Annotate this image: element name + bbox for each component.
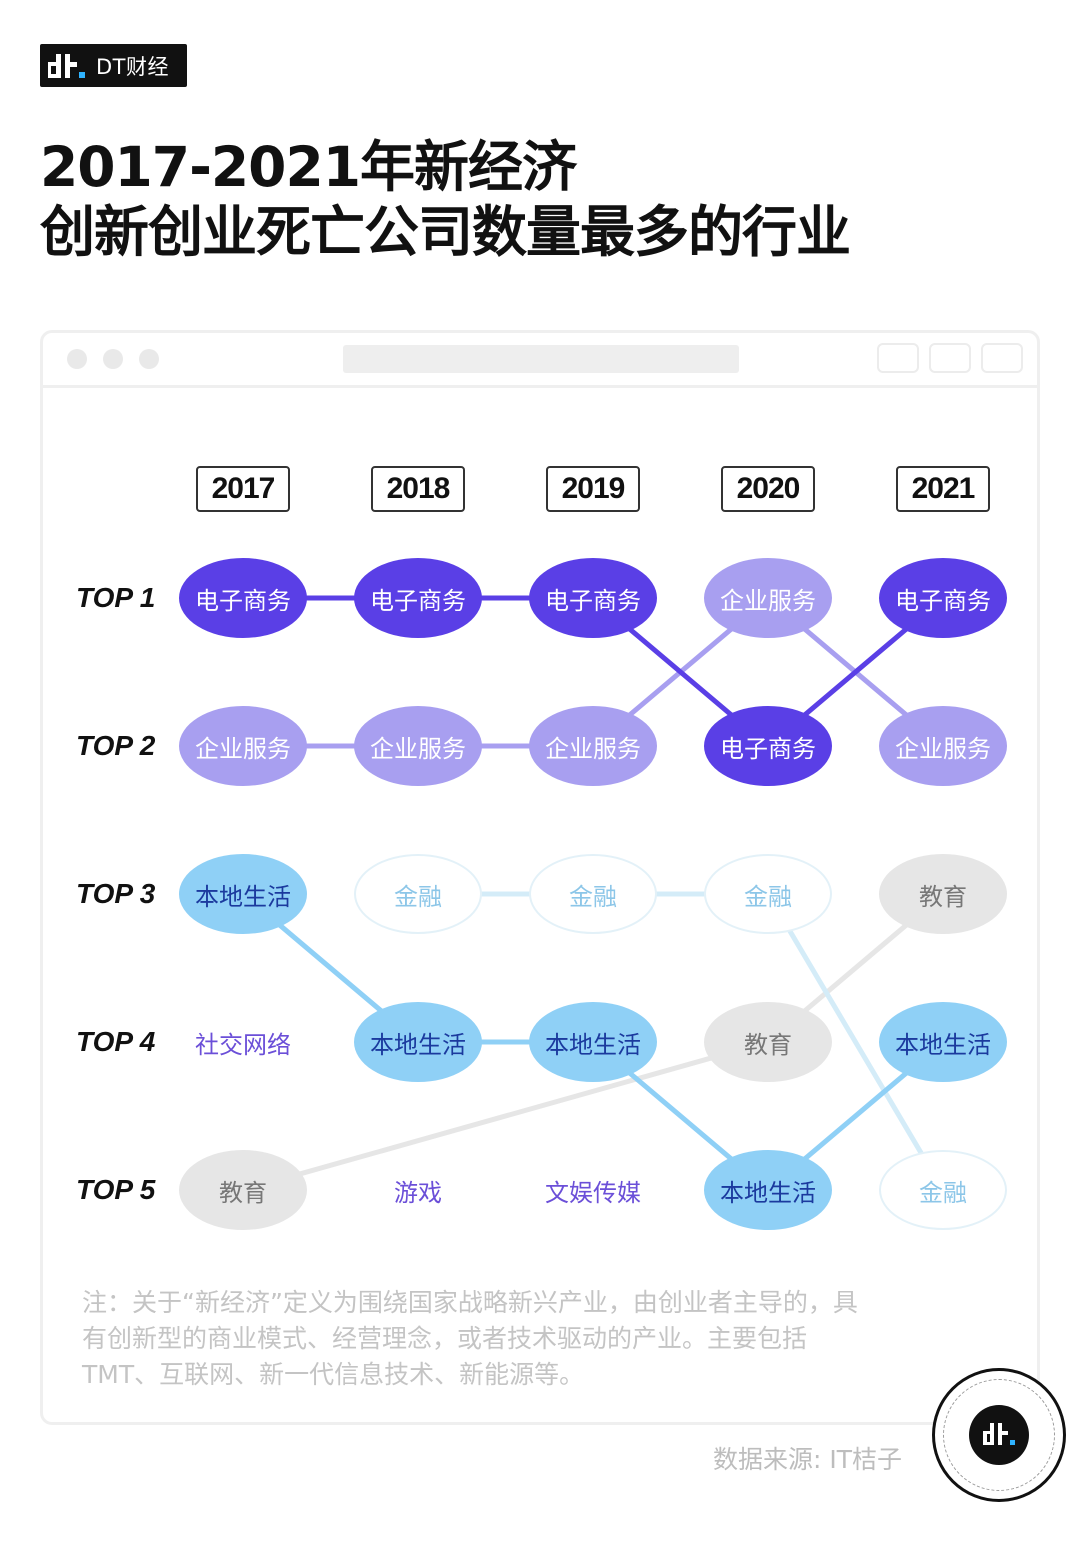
series-line-金融: [418, 891, 946, 1192]
dt-badge-icon: [932, 1368, 1066, 1502]
page-title-line2: 创新创业死亡公司数量最多的行业: [40, 200, 851, 264]
record-button-icon: [877, 343, 919, 373]
industry-node: 企业服务: [179, 706, 307, 786]
industry-node: 金融: [529, 854, 657, 934]
industry-node: 企业服务: [354, 706, 482, 786]
rank-label: TOP 4: [76, 1026, 156, 1057]
close-circle-icon: [67, 349, 87, 369]
industry-node: 教育: [704, 1002, 832, 1082]
industry-node: 金融: [704, 854, 832, 934]
brand-logo: DT财经: [40, 44, 187, 87]
industry-node: 本地生活: [179, 854, 307, 934]
minimize-circle-icon: [103, 349, 123, 369]
year-header: 2018: [371, 466, 465, 512]
page-title-line1: 2017-2021年新经济: [40, 135, 577, 199]
industry-node: 电子商务: [704, 706, 832, 786]
share-button-icon: [929, 343, 971, 373]
industry-node: 电子商务: [529, 558, 657, 638]
industry-node: 本地生活: [529, 1002, 657, 1082]
brand-name: DT财经: [96, 54, 169, 79]
industry-node: 电子商务: [354, 558, 482, 638]
industry-node: 电子商务: [179, 558, 307, 638]
industry-node: 游戏: [394, 1178, 442, 1207]
industry-node: 社交网络: [195, 1030, 291, 1059]
industry-node: 本地生活: [354, 1002, 482, 1082]
data-source: 数据来源: IT桔子: [713, 1445, 903, 1474]
industry-node: 教育: [879, 854, 1007, 934]
industry-node: 企业服务: [529, 706, 657, 786]
dt-logo-icon: [48, 52, 86, 80]
rank-label: TOP 3: [76, 878, 156, 909]
industry-node: 教育: [179, 1150, 307, 1230]
industry-node: 本地生活: [879, 1002, 1007, 1082]
tabs-button-icon: [981, 343, 1023, 373]
year-header: 2020: [721, 466, 815, 512]
block-circle-icon: [139, 349, 159, 369]
industry-node: 本地生活: [704, 1150, 832, 1230]
footnote: 注：关于“新经济”定义为围绕国家战略新兴产业，由创业者主导的，具有创新型的商业模…: [82, 1288, 858, 1389]
address-bar: [343, 345, 739, 373]
rank-label: TOP 1: [76, 582, 156, 613]
year-header: 2019: [546, 466, 640, 512]
industry-node: 金融: [879, 1150, 1007, 1230]
browser-toolbar: [43, 333, 1037, 388]
industry-node: 企业服务: [704, 558, 832, 638]
industry-node: 企业服务: [879, 706, 1007, 786]
rank-label: TOP 2: [76, 730, 156, 761]
industry-node: 金融: [354, 854, 482, 934]
rank-label: TOP 5: [76, 1174, 156, 1205]
industry-node: 电子商务: [879, 558, 1007, 638]
industry-node: 文娱传媒: [545, 1178, 641, 1207]
year-header: 2021: [896, 466, 990, 512]
year-header: 2017: [196, 466, 290, 512]
